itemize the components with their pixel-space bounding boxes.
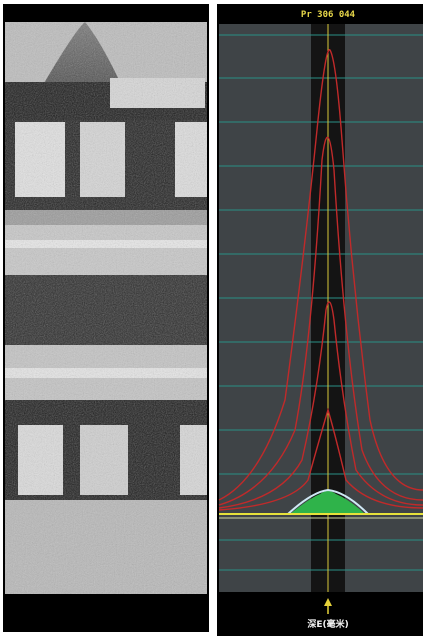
screen: Pr 306 044 深E(毫米) — [0, 0, 423, 636]
page: {"plot": {"header": "Pr 306 044", "foote… — [0, 0, 423, 636]
scan-noise — [5, 22, 207, 594]
plot-header: Pr 306 044 — [301, 10, 356, 20]
scan-image — [3, 4, 209, 632]
plot-footer: 深E(毫米) — [307, 618, 348, 630]
plot-panel: Pr 306 044 深E(毫米) — [217, 4, 423, 636]
